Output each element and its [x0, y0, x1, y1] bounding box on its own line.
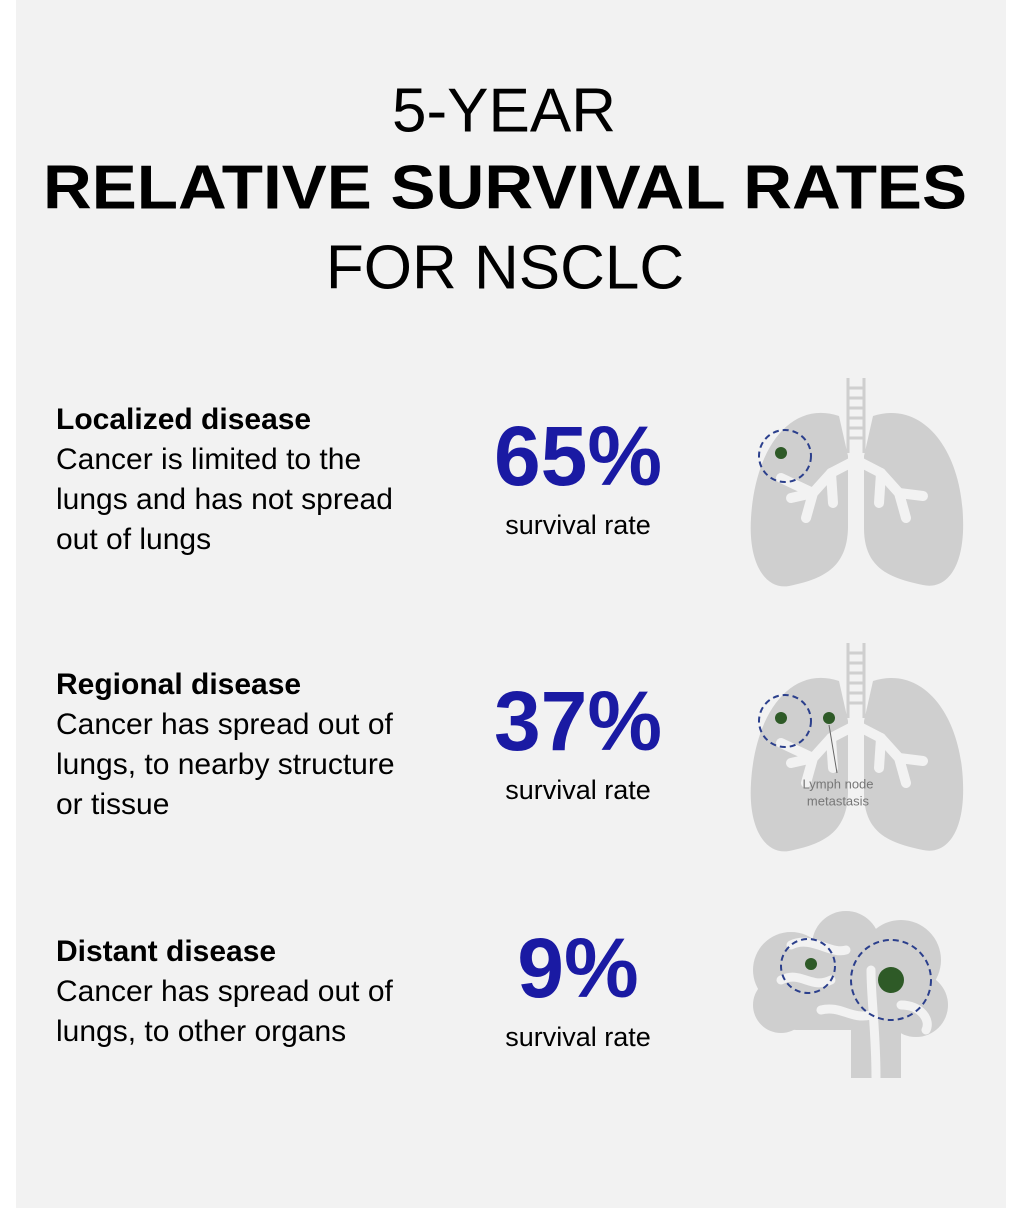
stage-description: Cancer is limited to the: [56, 443, 361, 476]
survival-rate: 37%: [494, 674, 662, 768]
lungs-illustration: [751, 643, 963, 851]
illustration-label: Lymph node: [802, 776, 873, 791]
survival-rate: 9%: [517, 921, 638, 1015]
stage-heading: Distant disease: [56, 935, 276, 968]
title-line: RELATIVE SURVIVAL RATES: [43, 153, 967, 222]
stage-description: or tissue: [56, 788, 169, 821]
rate-caption: survival rate: [505, 510, 651, 540]
stage-description: Cancer has spread out of: [56, 975, 394, 1008]
stage-description: lungs and has not spread: [56, 483, 393, 516]
stage-description: lungs, to nearby structure: [56, 748, 395, 781]
stage-heading: Regional disease: [56, 668, 301, 701]
survival-rate: 65%: [494, 409, 662, 503]
stage-description: out of lungs: [56, 523, 211, 556]
rate-caption: survival rate: [505, 1022, 651, 1052]
title-line: FOR NSCLC: [326, 233, 684, 302]
illustration-label: metastasis: [807, 793, 870, 808]
stage-description: lungs, to other organs: [56, 1015, 346, 1048]
stage-heading: Localized disease: [56, 403, 311, 436]
stage-description: Cancer has spread out of: [56, 708, 394, 741]
title-line: 5-YEAR: [392, 76, 616, 145]
lungs-illustration: [751, 378, 963, 586]
brain-illustration: [753, 911, 948, 1083]
rate-caption: survival rate: [505, 775, 651, 805]
